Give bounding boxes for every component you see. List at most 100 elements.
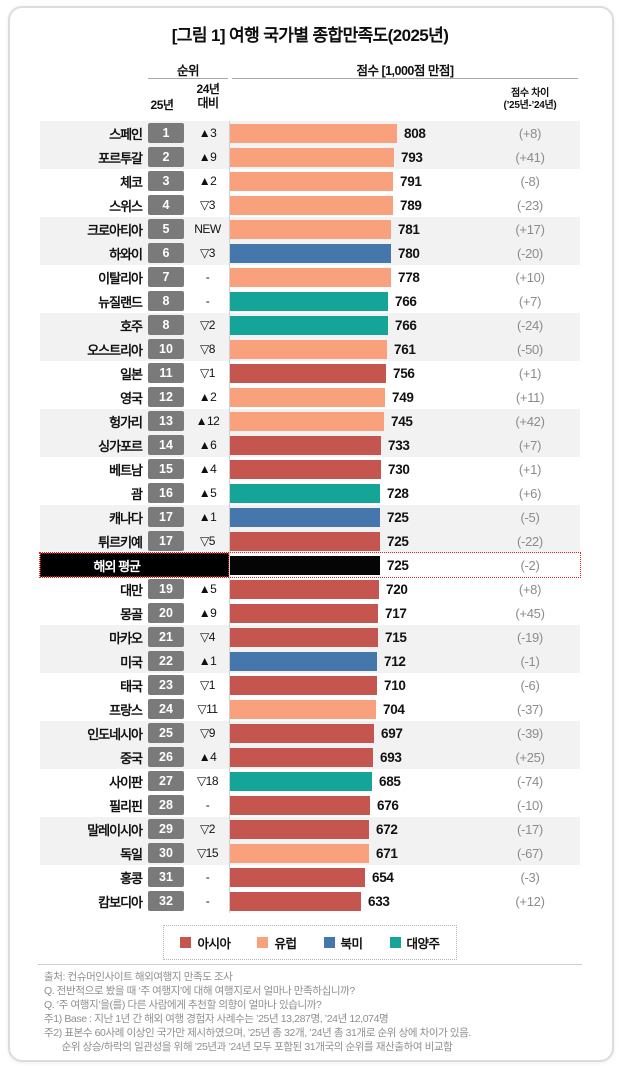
rank-change: ▲12 <box>195 414 220 428</box>
score-value: 720 <box>386 581 408 597</box>
score-value: 781 <box>398 221 420 237</box>
score-value: 749 <box>392 389 414 405</box>
bar-zone: 676 <box>229 793 480 817</box>
score-value: 685 <box>379 773 401 789</box>
score-bar <box>230 531 380 551</box>
bar-zone: 720 <box>229 577 480 601</box>
score-value: 704 <box>383 701 405 717</box>
bar-zone: 728 <box>229 481 480 505</box>
score-diff-value: (+12) <box>515 893 545 909</box>
score-bar <box>230 315 388 335</box>
score-bar <box>230 267 391 287</box>
table-row: 말레이시아 29 ▽2 672 (-17) <box>40 817 580 841</box>
bar-zone: 685 <box>229 769 480 793</box>
rank-change: ▽3 <box>200 198 215 212</box>
rank-badge-cell: 13 <box>146 411 186 431</box>
bar-zone: 780 <box>229 241 480 265</box>
country-label: 이탈리아 <box>98 270 143 286</box>
rank-change: ▽4 <box>200 630 215 644</box>
rank-change: - <box>205 270 210 284</box>
country-label: 영국 <box>120 390 143 406</box>
score-value: 710 <box>384 677 406 693</box>
rank-badge-cell: 5 <box>146 219 186 239</box>
bar-zone: 712 <box>229 649 480 673</box>
bar-zone: 749 <box>229 385 480 409</box>
footer-note-line: 주1) Base : 지난 1년 간 해외 여행 경험자 사례수는 ’25년 1… <box>44 1012 389 1025</box>
rank-badge: 25 <box>148 723 184 743</box>
score-value: 789 <box>400 197 422 213</box>
rank-change: ▲6 <box>198 438 217 452</box>
rank-badge: 13 <box>148 411 184 431</box>
legend-label: 아시아 <box>197 937 231 951</box>
rank-change: ▲2 <box>198 174 217 188</box>
rank-badge: 29 <box>148 819 184 839</box>
rank-change: ▽2 <box>200 318 215 332</box>
table-row: 대만 19 ▲5 720 (+8) <box>40 577 580 601</box>
country-label: 태국 <box>120 678 143 694</box>
score-diff-value: (+6) <box>518 485 542 501</box>
rank-change: ▽2 <box>200 822 215 836</box>
rank-badge-cell: 27 <box>146 771 186 791</box>
rank-change: ▲1 <box>198 510 217 524</box>
footer-note-line: Q. 전반적으로 봤을 때 ‘주 여행지’에 대해 여행지로서 얼마나 만족하십… <box>44 984 355 997</box>
score-diff-value: (-3) <box>520 869 540 885</box>
score-bar <box>230 795 370 815</box>
rank-badge: 14 <box>148 435 184 455</box>
score-bar <box>230 555 380 575</box>
rank-badge: 17 <box>148 507 184 527</box>
table-row: 오스트리아 10 ▽8 761 (-50) <box>40 337 580 361</box>
bar-zone: 808 <box>229 121 480 145</box>
bar-zone: 704 <box>229 697 480 721</box>
score-value: 717 <box>385 605 407 621</box>
score-diff-value: (-23) <box>517 197 543 213</box>
rank-change: ▲4 <box>198 462 217 476</box>
table-row: 호주 8 ▽2 766 (-24) <box>40 313 580 337</box>
rank-badge: 32 <box>148 891 184 911</box>
bar-zone: 733 <box>229 433 480 457</box>
score-value: 756 <box>393 365 415 381</box>
column-header-vs-2024: 24년 대비 <box>186 82 230 110</box>
bar-zone: 671 <box>229 841 480 865</box>
score-value: 791 <box>400 173 422 189</box>
score-bar <box>230 819 369 839</box>
legend-item: 유럽 <box>257 933 297 952</box>
rank-badge-cell: 20 <box>146 603 186 623</box>
country-label: 대만 <box>120 582 143 598</box>
bar-zone: 717 <box>229 601 480 625</box>
country-label: 뉴질랜드 <box>98 294 143 310</box>
bar-zone: 761 <box>229 337 480 361</box>
rank-change: - <box>205 894 210 908</box>
score-diff-value: (+10) <box>515 269 545 285</box>
country-label: 오스트리아 <box>87 342 143 358</box>
table-row: 헝가리 13 ▲12 745 (+42) <box>40 409 580 433</box>
rank-change: ▽5 <box>200 534 215 548</box>
score-diff-value: (-39) <box>517 725 543 741</box>
country-label: 싱가포르 <box>98 438 143 454</box>
country-label: 포르투갈 <box>98 150 143 166</box>
score-diff-line1: 점수 차이 <box>510 88 550 99</box>
table-row: 캐나다 17 ▲1 725 (-5) <box>40 505 580 529</box>
rank-change: ▲5 <box>198 486 217 500</box>
table-row: 몽골 20 ▲9 717 (+45) <box>40 601 580 625</box>
rank-badge-cell: 10 <box>146 339 186 359</box>
bar-zone: 725 <box>229 505 480 529</box>
rank-badge-cell: 14 <box>146 435 186 455</box>
country-label: 하와이 <box>109 246 143 262</box>
country-label: 미국 <box>120 654 143 670</box>
country-label: 헝가리 <box>109 414 143 430</box>
rank-badge-cell: 32 <box>146 891 186 911</box>
table-row: 중국 26 ▲4 693 (+25) <box>40 745 580 769</box>
score-diff-value: (+42) <box>515 413 545 429</box>
bar-zone: 725 <box>229 529 480 553</box>
rank-change: ▲9 <box>198 606 217 620</box>
table-row: 프랑스 24 ▽11 704 (-37) <box>40 697 580 721</box>
table-row: 미국 22 ▲1 712 (-1) <box>40 649 580 673</box>
score-bar <box>230 579 379 599</box>
rank-change: ▲9 <box>198 150 217 164</box>
rank-badge-cell: 28 <box>146 795 186 815</box>
rank-badge: 1 <box>148 123 184 143</box>
legend-swatch <box>257 937 269 948</box>
rank-badge-cell: 31 <box>146 867 186 887</box>
average-row: 해외 평균 725 (-2) <box>39 552 581 578</box>
rank-badge: 12 <box>148 387 184 407</box>
